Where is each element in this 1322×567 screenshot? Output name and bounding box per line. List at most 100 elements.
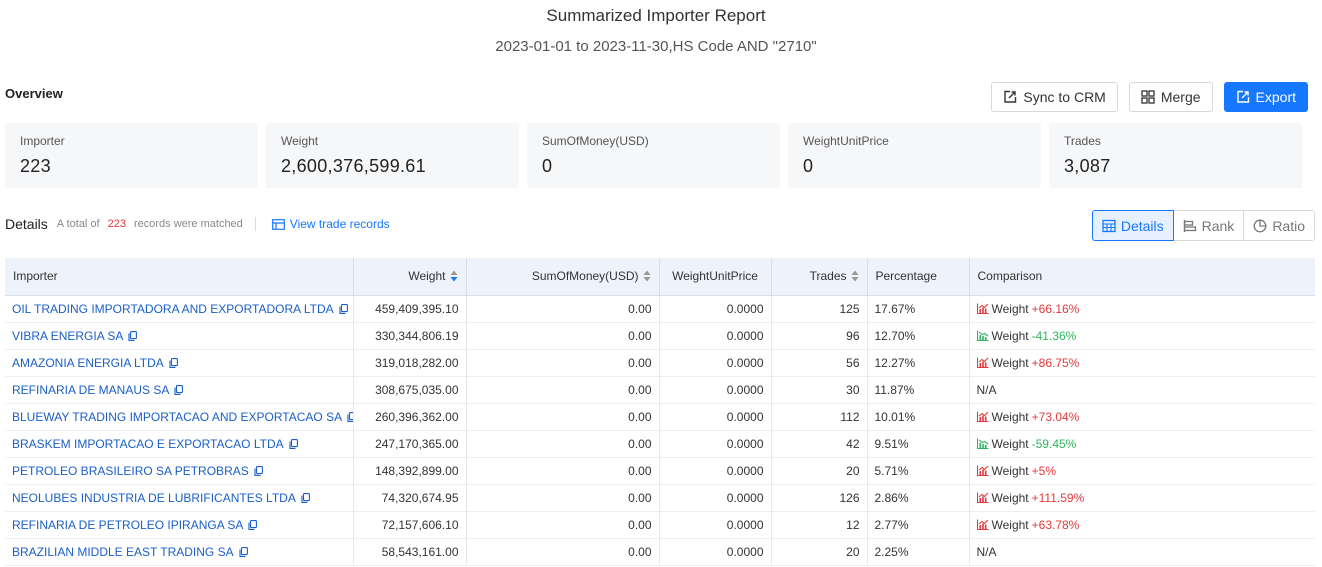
- details-record-count: 223: [107, 218, 126, 230]
- sum-of-money-cell: 0.00: [466, 484, 660, 512]
- copy-icon[interactable]: [347, 411, 353, 422]
- comparison-label: Weight: [991, 490, 1029, 505]
- table-row: NEOLUBES INDUSTRIA DE LUBRIFICANTES LTDA…: [5, 484, 1315, 512]
- stat-card-weight-unit-price: WeightUnitPrice 0: [788, 123, 1041, 188]
- toolbar: Sync to CRM Merge Export: [991, 82, 1308, 112]
- pie-chart-icon: [1253, 219, 1267, 232]
- report-title: Summarized Importer Report: [546, 6, 766, 25]
- view-trade-records-link[interactable]: View trade records: [271, 217, 390, 231]
- sum-of-money-cell: 0.00: [466, 322, 660, 350]
- trades-cell: 126: [771, 484, 868, 512]
- trend-up-icon: [976, 519, 988, 530]
- sync-to-crm-button[interactable]: Sync to CRM: [991, 82, 1118, 112]
- sync-icon: [1004, 90, 1017, 103]
- sum-of-money-cell: 0.00: [466, 511, 660, 539]
- importer-link[interactable]: REFINARIA DE MANAUS SA: [12, 382, 170, 397]
- stat-value: 0: [542, 156, 553, 176]
- importer-cell: VIBRA ENERGIA SA: [5, 322, 354, 350]
- percentage-cell: 10.01%: [867, 403, 970, 431]
- comparison-value: Weight +5%: [976, 464, 1309, 478]
- percentage-cell: 9.51%: [867, 430, 970, 458]
- table-row: PETROLEO BRASILEIRO SA PETROBRAS 148,392,…: [5, 457, 1315, 485]
- importer-link[interactable]: OIL TRADING IMPORTADORA AND EXPORTADORA …: [12, 301, 334, 316]
- stat-label: Weight: [281, 134, 319, 148]
- weight-cell: 58,543,161.00: [353, 538, 467, 566]
- copy-icon[interactable]: [248, 519, 258, 530]
- column-header-sum-of-money[interactable]: SumOfMoney(USD): [466, 258, 660, 296]
- importer-link[interactable]: AMAZONIA ENERGIA LTDA: [12, 355, 164, 370]
- importer-link[interactable]: BRASKEM IMPORTACAO E EXPORTACAO LTDA: [12, 436, 284, 451]
- column-header-percentage: Percentage: [867, 258, 970, 296]
- copy-icon[interactable]: [239, 546, 248, 557]
- comparison-value: Weight -59.45%: [976, 437, 1309, 451]
- copy-icon[interactable]: [339, 303, 348, 314]
- weight-cell: 459,409,395.10: [353, 295, 467, 323]
- percentage-cell: 2.86%: [867, 484, 970, 512]
- view-mode-ratio-button[interactable]: Ratio: [1243, 210, 1315, 241]
- importer-link[interactable]: BLUEWAY TRADING IMPORTACAO AND EXPORTACA…: [12, 409, 343, 424]
- copy-icon[interactable]: [174, 384, 184, 395]
- percentage-cell: 5.71%: [867, 457, 970, 485]
- column-header-weight[interactable]: Weight: [353, 258, 467, 296]
- copy-icon[interactable]: [289, 438, 298, 449]
- importer-cell: BLUEWAY TRADING IMPORTACAO AND EXPORTACA…: [5, 403, 354, 431]
- table-icon: [1102, 219, 1116, 232]
- comparison-cell: Weight +86.75%: [969, 349, 1315, 377]
- table-row: BRAZILIAN MIDDLE EAST TRADING SA 58,543,1…: [5, 538, 1315, 566]
- copy-icon[interactable]: [254, 465, 263, 476]
- trades-cell: 125: [771, 295, 868, 323]
- weight-cell: 247,170,365.00: [353, 430, 467, 458]
- trend-up-icon: [976, 357, 988, 368]
- table-row: VIBRA ENERGIA SA 330,344,806.19 0.00 0.0000…: [5, 322, 1315, 350]
- sort-icon[interactable]: [851, 270, 859, 282]
- comparison-label: Weight: [991, 301, 1029, 316]
- sum-of-money-cell: 0.00: [466, 457, 660, 485]
- sum-of-money-cell: 0.00: [466, 349, 660, 377]
- percentage-cell: 12.27%: [867, 349, 970, 377]
- weight-unit-price-cell: 0.0000: [659, 457, 772, 485]
- weight-unit-price-cell: 0.0000: [659, 430, 772, 458]
- weight-cell: 330,344,806.19: [353, 322, 467, 350]
- sum-of-money-cell: 0.00: [466, 295, 660, 323]
- weight-cell: 148,392,899.00: [353, 457, 467, 485]
- importer-cell: REFINARIA DE PETROLEO IPIRANGA SA: [5, 511, 354, 539]
- stat-card-trades: Trades 3,087: [1049, 123, 1302, 188]
- trend-up-icon: [976, 465, 988, 476]
- view-mode-rank-button[interactable]: Rank: [1172, 210, 1245, 241]
- view-mode-details-button[interactable]: Details: [1091, 210, 1174, 241]
- stat-card-sum-of-money: SumOfMoney(USD) 0: [527, 123, 780, 188]
- details-total-suffix: records were matched: [133, 218, 243, 230]
- export-button[interactable]: Export: [1223, 82, 1308, 112]
- copy-icon[interactable]: [169, 357, 178, 368]
- stat-value: 223: [20, 156, 51, 176]
- table-row: REFINARIA DE MANAUS SA 308,675,035.00 0.00…: [5, 376, 1315, 404]
- column-header-trades[interactable]: Trades: [771, 258, 868, 296]
- sum-of-money-cell: 0.00: [466, 538, 660, 566]
- comparison-cell: Weight +63.78%: [969, 511, 1315, 539]
- sort-icon[interactable]: [643, 270, 651, 282]
- sum-of-money-cell: 0.00: [466, 403, 660, 431]
- weight-cell: 260,396,362.00: [353, 403, 467, 431]
- report-subtitle: 2023-01-01 to 2023-11-30,HS Code AND "27…: [495, 38, 817, 55]
- column-header-comparison: Comparison: [969, 258, 1315, 296]
- copy-icon[interactable]: [128, 330, 138, 341]
- importer-link[interactable]: REFINARIA DE PETROLEO IPIRANGA SA: [12, 517, 244, 532]
- sort-icon[interactable]: [450, 270, 458, 282]
- stat-label: WeightUnitPrice: [803, 134, 889, 148]
- stat-label: SumOfMoney(USD): [542, 134, 649, 148]
- column-header-weight-unit-price: WeightUnitPrice: [659, 258, 772, 296]
- overview-label: Overview: [5, 86, 63, 101]
- importer-link[interactable]: BRAZILIAN MIDDLE EAST TRADING SA: [12, 544, 234, 559]
- stat-card-weight: Weight 2,600,376,599.61: [266, 123, 519, 188]
- comparison-change: +66.16%: [1031, 301, 1080, 316]
- merge-button[interactable]: Merge: [1128, 82, 1213, 112]
- copy-icon[interactable]: [301, 492, 310, 503]
- importer-link[interactable]: PETROLEO BRASILEIRO SA PETROBRAS: [12, 463, 249, 478]
- comparison-label: Weight: [991, 355, 1029, 370]
- table-row: BRASKEM IMPORTACAO E EXPORTACAO LTDA 247,…: [5, 430, 1315, 458]
- importer-link[interactable]: NEOLUBES INDUSTRIA DE LUBRIFICANTES LTDA: [12, 490, 296, 505]
- importer-cell: REFINARIA DE MANAUS SA: [5, 376, 354, 404]
- comparison-cell: Weight -59.45%: [969, 430, 1315, 458]
- importer-link[interactable]: VIBRA ENERGIA SA: [12, 328, 124, 343]
- importer-cell: PETROLEO BRASILEIRO SA PETROBRAS: [5, 457, 354, 485]
